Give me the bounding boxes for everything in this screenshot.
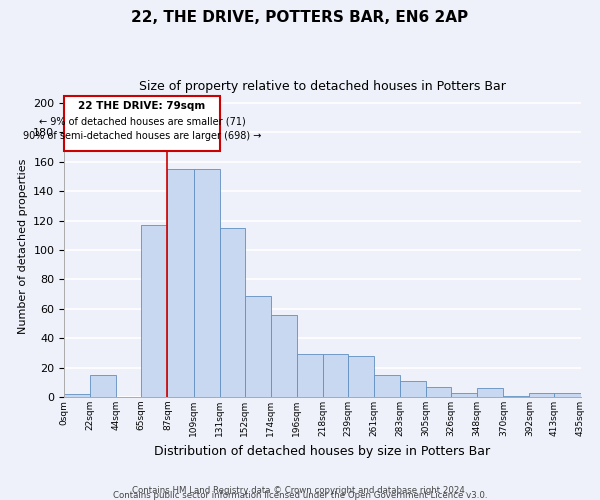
Text: Contains public sector information licensed under the Open Government Licence v3: Contains public sector information licen…: [113, 491, 487, 500]
Bar: [64, 394, 90, 397]
Bar: [220, 228, 245, 397]
Bar: [90, 375, 116, 397]
Title: Size of property relative to detached houses in Potters Bar: Size of property relative to detached ho…: [139, 80, 506, 93]
Bar: [477, 388, 503, 397]
Bar: [297, 354, 323, 397]
Bar: [529, 392, 554, 397]
Text: 22, THE DRIVE, POTTERS BAR, EN6 2AP: 22, THE DRIVE, POTTERS BAR, EN6 2AP: [131, 10, 469, 25]
Bar: [64, 96, 220, 152]
X-axis label: Distribution of detached houses by size in Potters Bar: Distribution of detached houses by size …: [154, 444, 490, 458]
Bar: [348, 356, 374, 397]
Y-axis label: Number of detached properties: Number of detached properties: [18, 158, 28, 334]
Bar: [374, 375, 400, 397]
Bar: [323, 354, 348, 397]
Text: 90% of semi-detached houses are larger (698) →: 90% of semi-detached houses are larger (…: [23, 131, 261, 141]
Bar: [503, 396, 529, 397]
Text: ← 9% of detached houses are smaller (71): ← 9% of detached houses are smaller (71): [38, 116, 245, 126]
Bar: [554, 392, 581, 397]
Bar: [426, 386, 451, 397]
Bar: [451, 392, 477, 397]
Bar: [245, 296, 271, 397]
Bar: [271, 314, 297, 397]
Bar: [400, 381, 426, 397]
Bar: [194, 169, 220, 397]
Text: 22 THE DRIVE: 79sqm: 22 THE DRIVE: 79sqm: [78, 102, 206, 112]
Bar: [167, 169, 194, 397]
Text: Contains HM Land Registry data © Crown copyright and database right 2024.: Contains HM Land Registry data © Crown c…: [132, 486, 468, 495]
Bar: [142, 225, 167, 397]
